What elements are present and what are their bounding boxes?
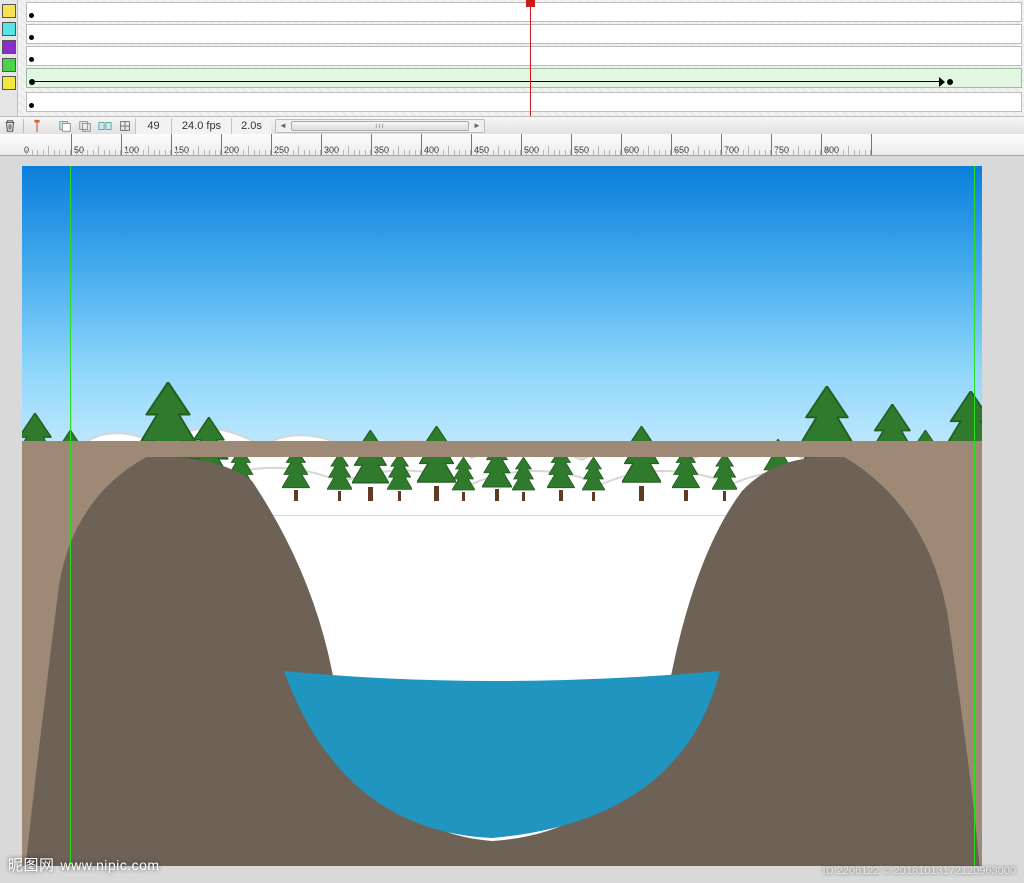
scrollbar-thumb[interactable]: ııı <box>291 121 469 131</box>
timeline-panel: 49 24.0 fps 2.0s ◄ ııı ► <box>0 0 1024 134</box>
ruler-tick: 250 <box>272 134 322 156</box>
ruler-tick: 600 <box>622 134 672 156</box>
ruler-tick: 650 <box>672 134 722 156</box>
layer-color-swatch[interactable] <box>2 58 16 72</box>
ruler-tick: 750 <box>772 134 822 156</box>
ruler-tick: 50 <box>72 134 122 156</box>
ruler-tick: 0 <box>22 134 72 156</box>
stage-guide-right[interactable] <box>974 166 975 866</box>
timeline-frame-row[interactable] <box>26 24 1022 44</box>
frame-rate-field[interactable]: 24.0 fps <box>171 118 231 134</box>
timeline-frame-row[interactable] <box>26 92 1022 112</box>
scroll-right-icon[interactable]: ► <box>470 120 484 132</box>
current-frame-field[interactable]: 49 <box>135 118 171 134</box>
ruler-tick: 550 <box>572 134 622 156</box>
ruler-tick: 450 <box>472 134 522 156</box>
onion-skin-outlines-icon[interactable] <box>77 119 93 133</box>
layer-color-swatch[interactable] <box>2 40 16 54</box>
stage-canvas[interactable] <box>22 166 982 866</box>
center-playhead-icon[interactable] <box>29 119 45 133</box>
timeline-playhead[interactable] <box>530 0 531 116</box>
timeline-frame-row[interactable] <box>26 2 1022 22</box>
ruler-tick: 700 <box>722 134 772 156</box>
watermark-left-en: www.nipic.com <box>61 857 160 873</box>
ruler-tick: 300 <box>322 134 372 156</box>
trash-icon[interactable] <box>2 119 18 133</box>
layer-color-column <box>0 0 18 116</box>
ruler-tick: 200 <box>222 134 272 156</box>
layer-color-swatch[interactable] <box>2 76 16 90</box>
layer-color-swatch[interactable] <box>2 4 16 18</box>
watermark-right: ID:2206122 ©:20181013172120963000 <box>823 865 1016 877</box>
watermark-left-cn: 昵图网 <box>8 854 55 875</box>
timeline-status-bar: 49 24.0 fps 2.0s ◄ ııı ► <box>0 116 1024 134</box>
ruler-tick: 100 <box>122 134 172 156</box>
onion-skin-icon[interactable] <box>57 119 73 133</box>
ruler-tick: 800 <box>822 134 872 156</box>
horizontal-ruler[interactable]: 0501001502002503003504004505005506006507… <box>0 134 1024 156</box>
layer-color-swatch[interactable] <box>2 22 16 36</box>
timeline-scrollbar[interactable]: ◄ ııı ► <box>275 119 485 133</box>
timeline-tween-row[interactable] <box>26 68 1022 88</box>
ruler-tick: 400 <box>422 134 472 156</box>
stage-guide-left[interactable] <box>70 166 71 866</box>
stage-workspace[interactable] <box>0 156 1024 883</box>
ruler-tick: 500 <box>522 134 572 156</box>
ruler-tick: 350 <box>372 134 422 156</box>
modify-markers-icon[interactable] <box>117 119 133 133</box>
separator <box>23 119 24 133</box>
ruler-tick: 150 <box>172 134 222 156</box>
watermark-left: 昵图网 www.nipic.com <box>8 854 160 875</box>
timeline-frame-row[interactable] <box>26 46 1022 66</box>
edit-multiple-frames-icon[interactable] <box>97 119 113 133</box>
scene-ground <box>22 441 982 866</box>
elapsed-time-field: 2.0s <box>231 118 271 134</box>
timeline-frames-area[interactable] <box>18 0 1024 116</box>
scroll-left-icon[interactable]: ◄ <box>276 120 290 132</box>
ruler-ticks: 0501001502002503003504004505005506006507… <box>22 134 872 155</box>
